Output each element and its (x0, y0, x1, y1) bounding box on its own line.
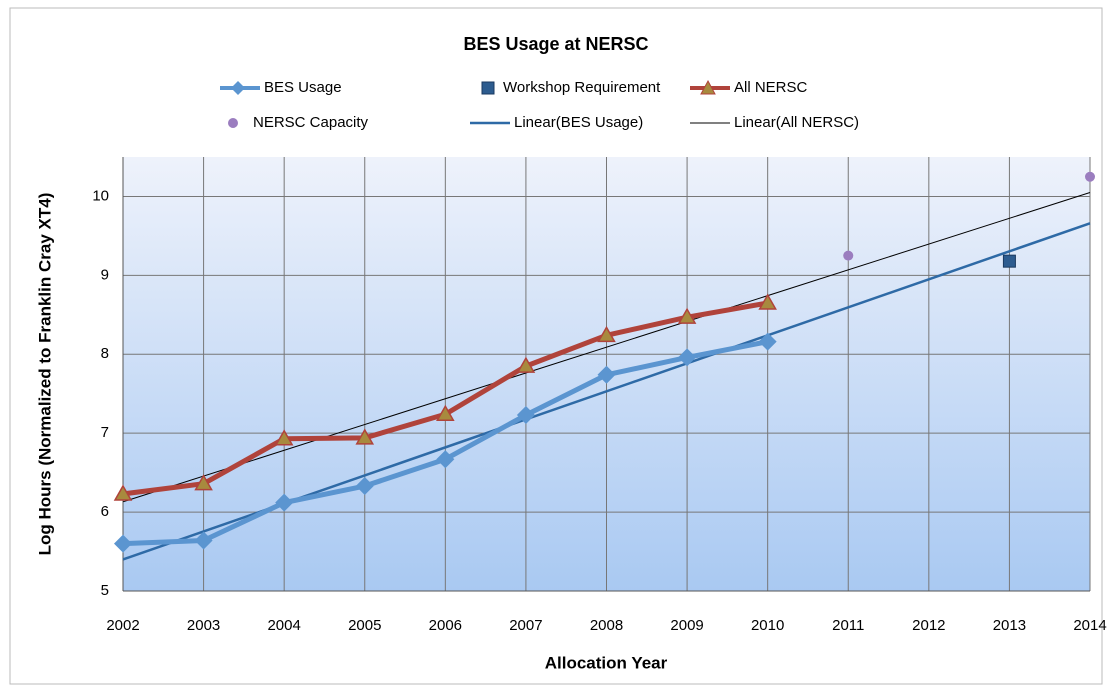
triangle-marker (677, 307, 697, 324)
legend-symbol (231, 81, 245, 95)
x-tick-label: 2004 (267, 617, 300, 634)
diamond-marker (114, 534, 132, 553)
y-tick-label: 7 (101, 424, 109, 441)
triangle-marker (516, 356, 536, 373)
diamond-marker (194, 531, 213, 550)
legend-label: NERSC Capacity (253, 114, 369, 131)
y-tick-label: 8 (101, 345, 109, 362)
legend-label: Linear(BES Usage) (514, 114, 643, 131)
diamond-marker (436, 450, 455, 469)
y-tick-label: 6 (101, 503, 109, 520)
diamond-marker (516, 406, 535, 425)
x-tick-label: 2012 (912, 617, 945, 634)
triangle-marker (436, 404, 455, 421)
circle-marker (843, 250, 854, 261)
x-tick-label: 2009 (670, 617, 703, 634)
triangle-marker (113, 484, 133, 501)
x-axis-title: Allocation Year (545, 653, 668, 672)
x-tick-label: 2013 (993, 617, 1026, 634)
y-tick-label: 10 (92, 187, 109, 204)
x-tick-label: 2003 (187, 617, 220, 634)
legend-label: Workshop Requirement (503, 79, 661, 96)
y-tick-label: 9 (101, 266, 109, 283)
y-tick-label: 5 (101, 582, 109, 599)
triangle-marker (194, 474, 213, 491)
x-tick-label: 2008 (590, 617, 623, 634)
square-marker (1002, 254, 1016, 268)
x-tick-label: 2006 (429, 617, 462, 634)
triangle-marker (355, 428, 375, 445)
triangle-marker (274, 429, 294, 446)
triangle-marker (597, 325, 616, 343)
y-axis-title: Log Hours (Normalized to Franklin Cray X… (35, 193, 54, 556)
legend-label: BES Usage (264, 79, 342, 96)
triangle-marker (758, 293, 777, 310)
diamond-marker (678, 348, 697, 367)
x-tick-label: 2011 (832, 617, 864, 634)
legend-label: Linear(All NERSC) (734, 114, 859, 131)
x-tick-label: 2002 (106, 617, 139, 634)
chart-title: BES Usage at NERSC (463, 34, 648, 54)
series-line (122, 192, 1091, 503)
legend-symbol (228, 118, 238, 128)
circle-marker (1085, 171, 1095, 182)
diamond-marker (275, 493, 294, 512)
legend-symbol (481, 81, 495, 95)
x-tick-label: 2005 (348, 617, 381, 634)
x-tick-label: 2007 (509, 617, 542, 634)
legend-label: All NERSC (734, 79, 808, 96)
diamond-marker (758, 332, 777, 351)
x-tick-label: 2010 (751, 617, 784, 634)
x-tick-label: 2014 (1073, 617, 1106, 634)
diamond-marker (597, 365, 616, 384)
diamond-marker (355, 477, 374, 496)
legend-symbol (700, 79, 716, 95)
